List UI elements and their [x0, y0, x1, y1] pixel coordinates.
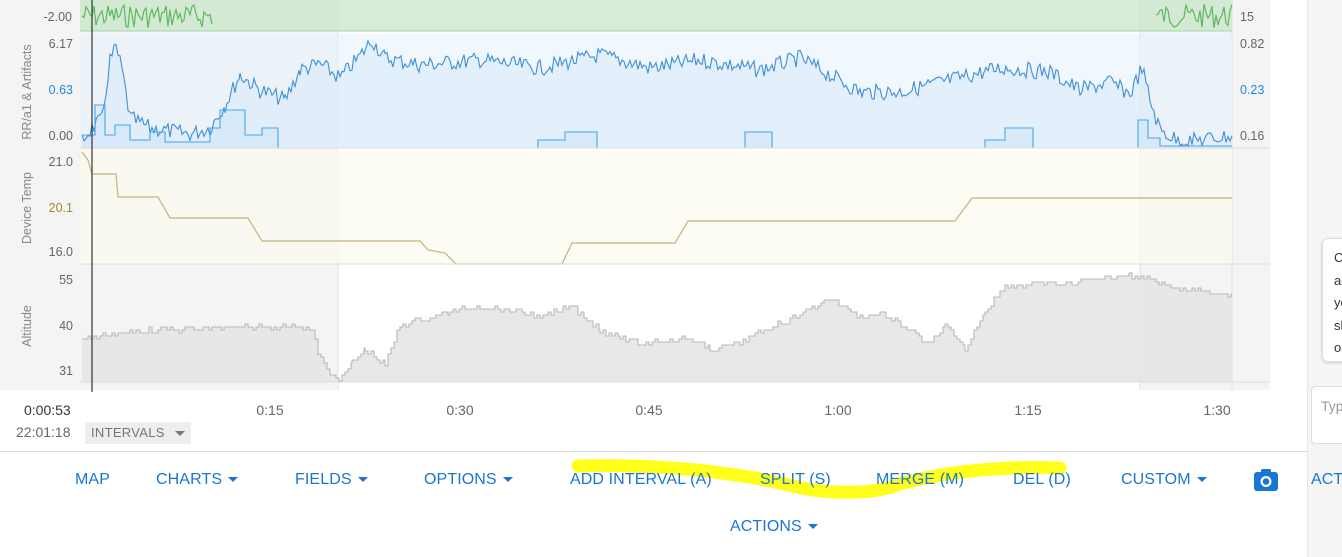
- merge-label: MERGE (M): [876, 471, 965, 488]
- intervals-label: INTERVALS: [91, 425, 165, 440]
- charts-menu-button[interactable]: CHARTS: [156, 470, 239, 490]
- x-tick: 0:45: [635, 402, 662, 418]
- rr-right-mid: 0.23: [1240, 83, 1264, 97]
- custom-label: CUSTOM: [1121, 471, 1191, 488]
- rr-left-bottom: 0.00: [49, 129, 73, 143]
- options-label: OPTIONS: [424, 471, 497, 488]
- tooltip-text: C ac yo sh o: [1334, 250, 1342, 355]
- camera-icon: [1254, 469, 1278, 491]
- rr-area: [82, 41, 1232, 148]
- chevron-down-icon: [1196, 477, 1207, 483]
- chevron-down-icon: [502, 477, 513, 483]
- temp-title: Device Temp: [20, 172, 34, 244]
- top-right-value: 15: [1240, 10, 1254, 24]
- altitude-bottom: 31: [59, 364, 73, 378]
- chevron-down-icon: [807, 524, 818, 530]
- temp-top: 21.0: [49, 155, 73, 169]
- top-left-value: -2.00: [44, 10, 73, 24]
- rr-right-bottom: 0.16: [1240, 129, 1264, 143]
- map-label: MAP: [75, 471, 110, 488]
- options-menu-button[interactable]: OPTIONS: [424, 470, 513, 490]
- x-tick: 1:00: [824, 402, 851, 418]
- message-input[interactable]: Typ: [1311, 386, 1342, 444]
- rr-line: [81, 39, 1233, 148]
- message-input-placeholder: Typ: [1321, 398, 1342, 414]
- altitude-title: Altitude: [20, 305, 34, 347]
- chevron-down-icon: [174, 430, 185, 436]
- altitude-area: [82, 273, 1232, 382]
- cursor-time: 0:00:53: [24, 402, 71, 418]
- temp-bottom: 16.0: [49, 245, 73, 259]
- camera-button[interactable]: [1253, 468, 1279, 492]
- altitude-line: [82, 272, 1232, 382]
- top-panel-line-right: [1155, 4, 1233, 28]
- activity-charts[interactable]: -2.00 15 RR/a1 & Artifacts 6.17 0.63 0.0…: [0, 0, 1307, 450]
- altitude-mid: 40: [59, 319, 73, 333]
- rr-left-mid: 0.63: [49, 83, 73, 97]
- split-label: SPLIT (S): [760, 471, 831, 488]
- split-button[interactable]: SPLIT (S): [760, 470, 831, 490]
- act-label: ACT: [1311, 471, 1342, 488]
- add-interval-button[interactable]: ADD INTERVAL (A): [570, 470, 712, 490]
- x-tick: 0:15: [256, 402, 283, 418]
- activity-panel: -2.00 15 RR/a1 & Artifacts 6.17 0.63 0.0…: [0, 0, 1307, 557]
- temp-mid: 20.1: [49, 201, 73, 215]
- intervals-dropdown[interactable]: INTERVALS: [85, 422, 191, 444]
- x-tick: 1:15: [1014, 402, 1041, 418]
- fields-menu-button[interactable]: FIELDS: [295, 470, 368, 490]
- delete-button[interactable]: DEL (D): [1013, 470, 1071, 490]
- custom-menu-button[interactable]: CUSTOM: [1121, 470, 1207, 490]
- rr-right-top: 0.82: [1240, 37, 1264, 51]
- rr-left-top: 6.17: [49, 37, 73, 51]
- top-panel-band: [80, 0, 1232, 31]
- x-tick: 1:30: [1203, 402, 1230, 418]
- top-panel-line-left: [81, 3, 213, 29]
- artifacts-area: [82, 105, 1232, 148]
- add-interval-label: ADD INTERVAL (A): [570, 471, 712, 488]
- act-button[interactable]: ACT: [1311, 470, 1342, 490]
- help-tooltip: C ac yo sh o: [1322, 238, 1342, 362]
- merge-button[interactable]: MERGE (M): [876, 470, 964, 490]
- temp-line: [81, 151, 1232, 265]
- actions-menu-button[interactable]: ACTIONS: [730, 517, 818, 537]
- chevron-down-icon: [357, 477, 368, 483]
- delete-label: DEL (D): [1013, 471, 1071, 488]
- clock-time: 22:01:18: [16, 424, 71, 440]
- actions-label: ACTIONS: [730, 518, 802, 535]
- chart-area[interactable]: -2.00 15 RR/a1 & Artifacts 6.17 0.63 0.0…: [0, 0, 1307, 450]
- x-tick: 0:30: [446, 402, 473, 418]
- chevron-down-icon: [228, 477, 239, 483]
- toolbar: [0, 451, 1307, 557]
- charts-label: CHARTS: [156, 471, 223, 488]
- rr-title: RR/a1 & Artifacts: [20, 44, 34, 139]
- map-button[interactable]: MAP: [75, 470, 110, 490]
- side-panel-divider: [1307, 0, 1308, 557]
- fields-label: FIELDS: [295, 471, 352, 488]
- altitude-top: 55: [59, 273, 73, 287]
